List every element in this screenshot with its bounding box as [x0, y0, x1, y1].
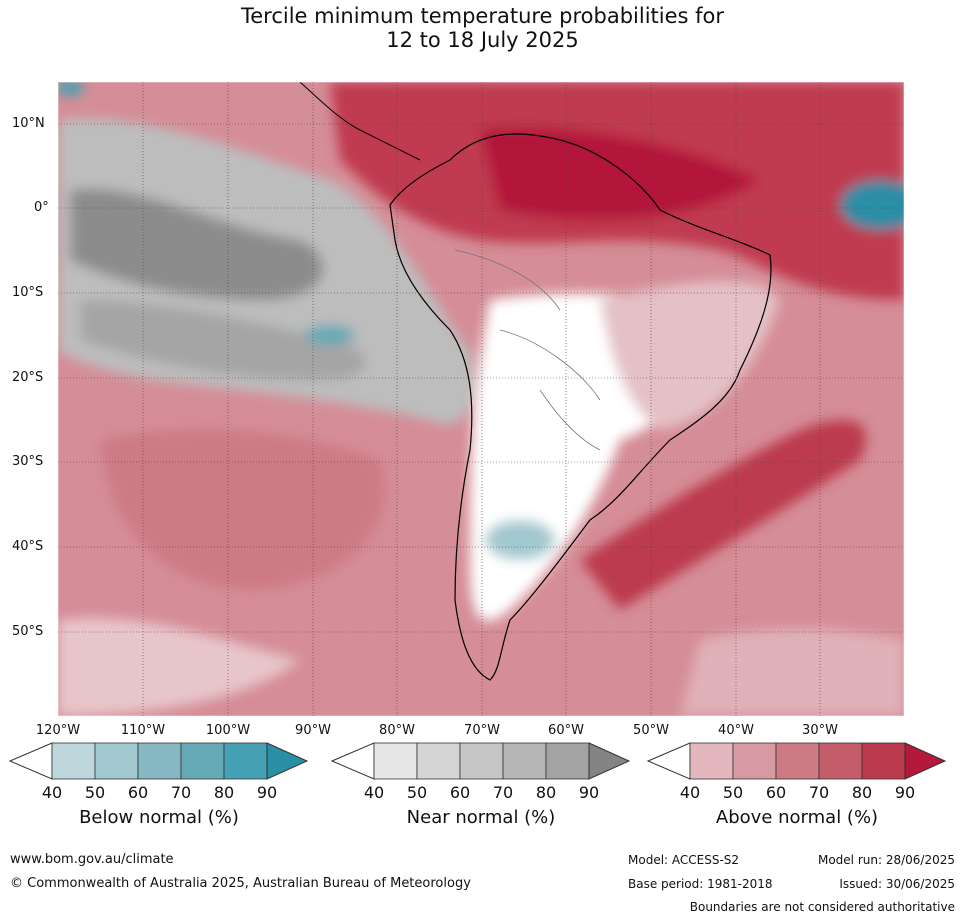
colorbar-below-swatch [137, 742, 182, 780]
lon-label-30w: 30°W [802, 723, 838, 738]
colorbar-below-min-arrow [8, 742, 53, 780]
lon-label-90w: 90°W [295, 723, 331, 738]
model-info: Model: ACCESS-S2 [628, 853, 740, 867]
colorbar-above-normal [646, 742, 947, 780]
coastline [389, 133, 772, 681]
lon-label-50w: 50°W [633, 723, 669, 738]
colorbar-above-tick: 40 [679, 783, 701, 802]
colorbar-above-swatch [861, 742, 906, 780]
country-borders [454, 249, 601, 451]
colorbar-below-swatch [180, 742, 225, 780]
field-below-patagonia [485, 520, 555, 560]
probability-map [57, 81, 905, 717]
colorbar-below-tick: 50 [84, 783, 106, 802]
map-frame [57, 81, 905, 717]
lon-label-100w: 100°W [205, 723, 251, 738]
colorbar-above-title: Above normal (%) [715, 807, 879, 828]
model-run-info: Model run: 28/06/2025 [817, 853, 955, 867]
lat-label-30s: 30°S [12, 454, 44, 469]
colorbar-near-swatch [373, 742, 418, 780]
field-below-atlantic [840, 180, 904, 230]
colorbar-below-swatch [51, 742, 96, 780]
central-america-coast [299, 82, 421, 161]
lon-label-110w: 110°W [120, 723, 166, 738]
colorbar-near-tick: 70 [492, 783, 514, 802]
colorbar-below-normal [8, 742, 309, 780]
copyright: © Commonwealth of Australia 2025, Austra… [10, 876, 471, 891]
colorbar-near-min-arrow [330, 742, 375, 780]
map-field [58, 82, 904, 716]
lon-label-40w: 40°W [718, 723, 754, 738]
colorbar-above-tick: 70 [808, 783, 830, 802]
colorbar-near-max-arrow [588, 742, 631, 780]
field-below-northwest [58, 82, 84, 96]
colorbar-above-swatch [818, 742, 863, 780]
lat-label-50s: 50°S [12, 624, 44, 639]
colorbar-near-tick: 40 [363, 783, 385, 802]
graticule [58, 82, 904, 716]
lon-label-70w: 70°W [464, 723, 500, 738]
lon-label-60w: 60°W [548, 723, 584, 738]
colorbar-below-tick: 60 [127, 783, 149, 802]
colorbar-near-swatch [545, 742, 590, 780]
colorbar-above-swatch [732, 742, 777, 780]
colorbar-above-tick: 90 [894, 783, 916, 802]
colorbar-below-max-arrow [266, 742, 309, 780]
colorbar-near-swatch [502, 742, 547, 780]
colorbar-above-tick: 60 [765, 783, 787, 802]
colorbar-near-tick: 80 [535, 783, 557, 802]
field-above-atlantic [580, 420, 867, 610]
title-line-2: 12 to 18 July 2025 [386, 28, 579, 52]
colorbar-above-tick: 50 [722, 783, 744, 802]
lon-label-80w: 80°W [379, 723, 415, 738]
lon-label-120w: 120°W [35, 723, 81, 738]
colorbar-below-title: Below normal (%) [79, 807, 239, 828]
lat-label-10s: 10°S [12, 285, 44, 300]
boundaries-note: Boundaries are not considered authoritat… [689, 900, 955, 914]
colorbar-above-tick: 80 [851, 783, 873, 802]
colorbar-below-tick: 70 [170, 783, 192, 802]
colorbar-below-tick: 40 [41, 783, 63, 802]
colorbar-near-normal [330, 742, 631, 780]
field-near-normal-strong [70, 188, 324, 300]
colorbar-near-tick: 90 [578, 783, 600, 802]
field-above-south-pacific [100, 429, 385, 590]
colorbar-above-swatches [689, 742, 906, 780]
map-title: Tercile minimum temperature probabilitie… [0, 4, 965, 52]
field-above-weak-southeast [680, 628, 904, 716]
colorbar-near-swatches [373, 742, 590, 780]
website-link[interactable]: www.bom.gov.au/climate [10, 852, 174, 867]
colorbar-near-tick: 50 [406, 783, 428, 802]
title-line-1: Tercile minimum temperature probabilitie… [240, 4, 725, 28]
field-below-pacific [305, 325, 355, 345]
colorbar-above-swatch [775, 742, 820, 780]
colorbar-near-swatch [459, 742, 504, 780]
lat-label-40s: 40°S [12, 539, 44, 554]
lat-label-20s: 20°S [12, 370, 44, 385]
colorbar-below-tick: 80 [213, 783, 235, 802]
colorbar-near-title: Near normal (%) [406, 807, 556, 828]
lat-label-10n: 10°N [12, 116, 45, 131]
colorbar-above-max-arrow [904, 742, 947, 780]
base-period-info: Base period: 1981-2018 [628, 877, 773, 891]
colorbar-below-tick: 90 [256, 783, 278, 802]
field-near-normal-mid [80, 300, 367, 380]
field-above-weak-south [58, 618, 300, 716]
issued-info: Issued: 30/06/2025 [839, 877, 955, 891]
field-east-brazil [600, 281, 780, 430]
lat-label-equator: 0° [34, 200, 49, 215]
colorbar-below-swatch [94, 742, 139, 780]
colorbar-below-swatches [51, 742, 268, 780]
field-above-strong-north [480, 127, 760, 220]
colorbar-near-tick: 60 [449, 783, 471, 802]
colorbar-above-min-arrow [646, 742, 691, 780]
colorbar-near-swatch [416, 742, 461, 780]
colorbar-below-swatch [223, 742, 268, 780]
colorbar-above-swatch [689, 742, 734, 780]
